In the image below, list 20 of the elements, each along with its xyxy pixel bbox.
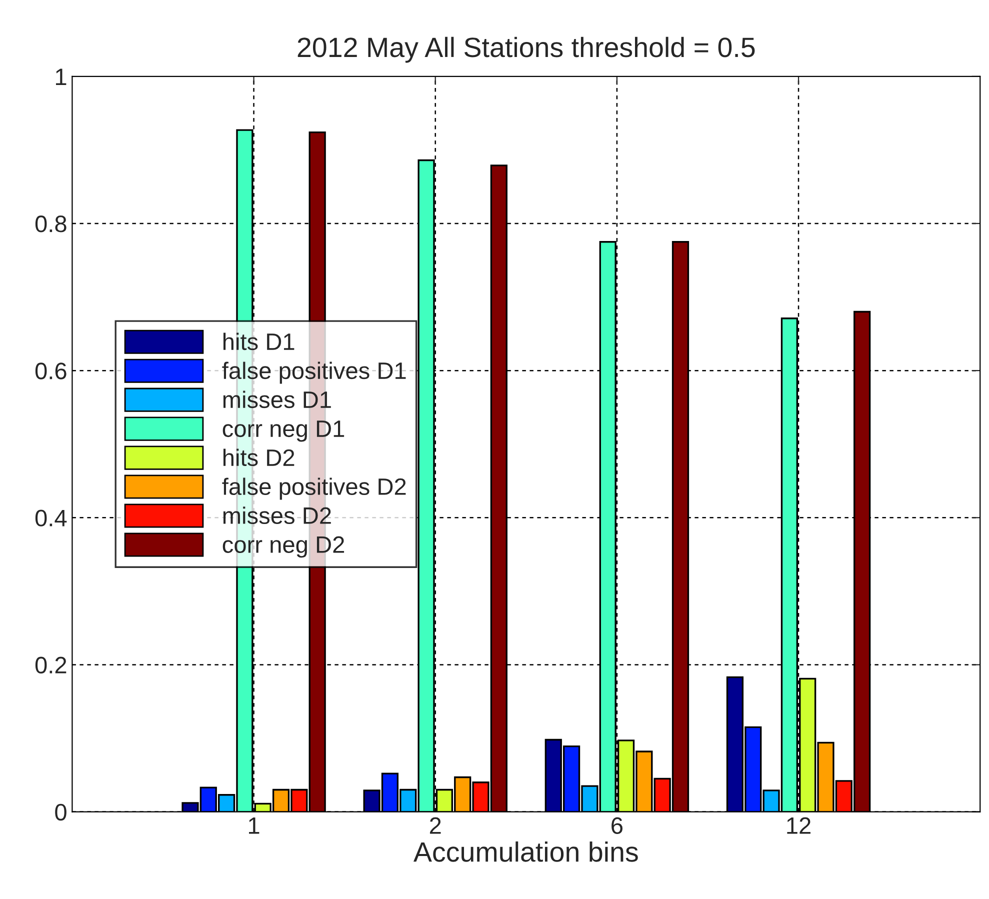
y-tick-label: 0.6	[35, 362, 66, 380]
legend-label: false positives D1	[222, 362, 406, 384]
x-tick-label: 12	[787, 817, 810, 834]
x-tick-label: 6	[612, 817, 622, 834]
x-tick-label: 1	[249, 818, 260, 834]
legend-label: corr neg D2	[222, 536, 344, 558]
legend-label: hits D2	[223, 448, 294, 466]
y-tick-label: 0.2	[35, 656, 66, 674]
legend-label: corr neg D1	[222, 420, 344, 442]
legend-label: misses D1	[223, 390, 331, 408]
legend-label: misses D2	[223, 506, 331, 524]
y-tick-label: 1	[56, 68, 66, 85]
x-tick-label: 2	[430, 817, 441, 834]
chart-title: 2012 May All Stations threshold = 0.5	[298, 36, 755, 63]
y-tick-label: 0.4	[35, 510, 67, 526]
y-tick-label: 0.8	[35, 216, 66, 232]
legend-label: hits D1	[223, 332, 294, 350]
y-tick-label: 0	[55, 804, 66, 821]
legend-label: false positives D2	[222, 478, 406, 500]
x-axis-title: Accumulation bins	[414, 841, 638, 862]
